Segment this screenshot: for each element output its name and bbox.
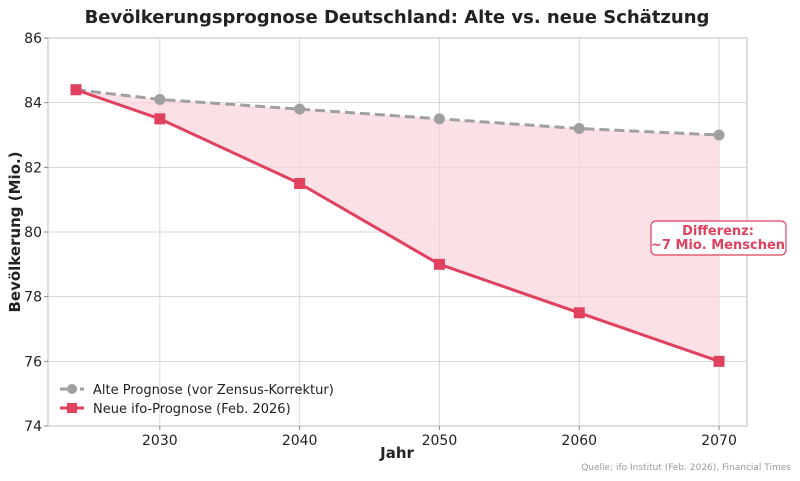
legend: Alte Prognose (vor Zensus-Korrektur) Neue…	[60, 383, 334, 417]
data-point	[433, 113, 445, 125]
y-tick-label: 84	[24, 96, 42, 112]
annotation-line: ~7 Mio. Menschen	[651, 238, 785, 253]
y-tick-label: 74	[24, 419, 42, 435]
annotation-box	[650, 220, 787, 256]
data-point	[713, 355, 725, 367]
data-point	[154, 93, 166, 105]
source-note: Quelle: ifo Institut (Feb. 2026), Financ…	[581, 463, 791, 473]
legend-marker	[67, 403, 77, 413]
x-axis-label: Jahr	[379, 444, 414, 462]
x-tick-label: 2060	[561, 433, 597, 449]
series-line-1	[75, 88, 720, 137]
x-axis-ticks: 2030 2040 2050 2060 2070	[142, 426, 737, 449]
annotation-line: Differenz:	[682, 224, 754, 239]
data-point	[573, 123, 585, 135]
y-tick-label: 82	[24, 160, 42, 176]
y-axis-ticks: 74 76 78 80 82 84 86	[24, 31, 48, 435]
y-axis-label: Bevölkerung (Mio.)	[6, 151, 24, 312]
data-point	[573, 307, 585, 319]
difference-annotation: Differenz:~7 Mio. Menschen	[650, 220, 787, 256]
series-line-2	[75, 88, 720, 363]
x-tick-label: 2050	[422, 433, 458, 449]
legend-marker	[67, 384, 77, 394]
legend-label: Alte Prognose (vor Zensus-Korrektur)	[93, 383, 334, 398]
data-point	[294, 178, 306, 189]
y-tick-label: 86	[24, 31, 42, 47]
x-tick-label: 2040	[282, 433, 318, 449]
data-point	[713, 129, 725, 141]
data-point	[433, 258, 445, 270]
x-tick-label: 2070	[701, 433, 737, 449]
data-point	[294, 103, 306, 115]
chart-title: Bevölkerungsprognose Deutschland: Alte v…	[85, 7, 710, 28]
fill-between-area	[75, 89, 720, 362]
legend-label: Neue ifo-Prognose (Feb. 2026)	[93, 402, 291, 417]
y-tick-label: 76	[24, 354, 42, 370]
difference-area	[75, 89, 720, 362]
y-tick-label: 80	[24, 225, 42, 241]
data-point	[70, 84, 82, 96]
y-tick-label: 78	[24, 290, 42, 306]
data-point	[154, 113, 166, 125]
series-layer	[70, 84, 725, 367]
x-tick-label: 2030	[142, 433, 178, 449]
